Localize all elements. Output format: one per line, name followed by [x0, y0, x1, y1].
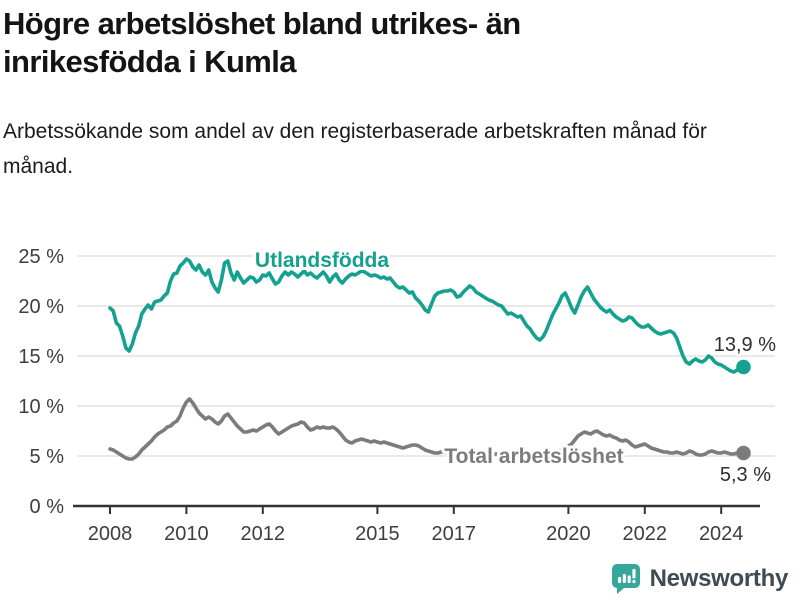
y-tick-label: 0 % — [30, 496, 65, 518]
x-tick-label: 2024 — [699, 523, 744, 545]
series-inline-label: Total arbetslöshet — [444, 445, 623, 468]
brand-footer: Newsworthy — [611, 562, 788, 596]
y-tick-label: 5 % — [30, 446, 65, 468]
x-tick-label: 2010 — [164, 523, 209, 545]
x-tick-label: 2012 — [241, 523, 286, 545]
series-inline-label: Utlandsfödda — [255, 249, 389, 272]
x-tick-label: 2008 — [88, 523, 133, 545]
page-subtitle: Arbetssökande som andel av den registerb… — [3, 120, 707, 178]
y-tick-label: 10 % — [18, 396, 64, 418]
y-tick-label: 15 % — [18, 346, 64, 368]
x-tick-label: 2020 — [546, 523, 591, 545]
series-end-value-label: 5,3 % — [720, 464, 771, 486]
y-tick-label: 25 % — [18, 246, 64, 268]
brand-name: Newsworthy — [649, 565, 789, 592]
series-line-1 — [108, 397, 746, 461]
y-tick-label: 20 % — [18, 296, 64, 318]
x-tick-label: 2022 — [623, 523, 668, 545]
x-tick-label: 2017 — [432, 523, 477, 545]
series-end-dot — [736, 445, 751, 461]
series-line-0 — [108, 257, 746, 374]
series-end-value-label: 13,9 % — [714, 334, 776, 356]
line-chart: 0 % 5 % 10 % 15 % 20 % 25 % 2008 2010 2012 2015 20… — [18, 246, 778, 545]
x-tick-label: 2015 — [355, 523, 400, 545]
series-end-dot — [736, 359, 751, 375]
page-title: Högre arbetslöshet bland utrikes- än inr… — [3, 6, 521, 80]
newsworthy-logo-icon — [611, 564, 640, 594]
